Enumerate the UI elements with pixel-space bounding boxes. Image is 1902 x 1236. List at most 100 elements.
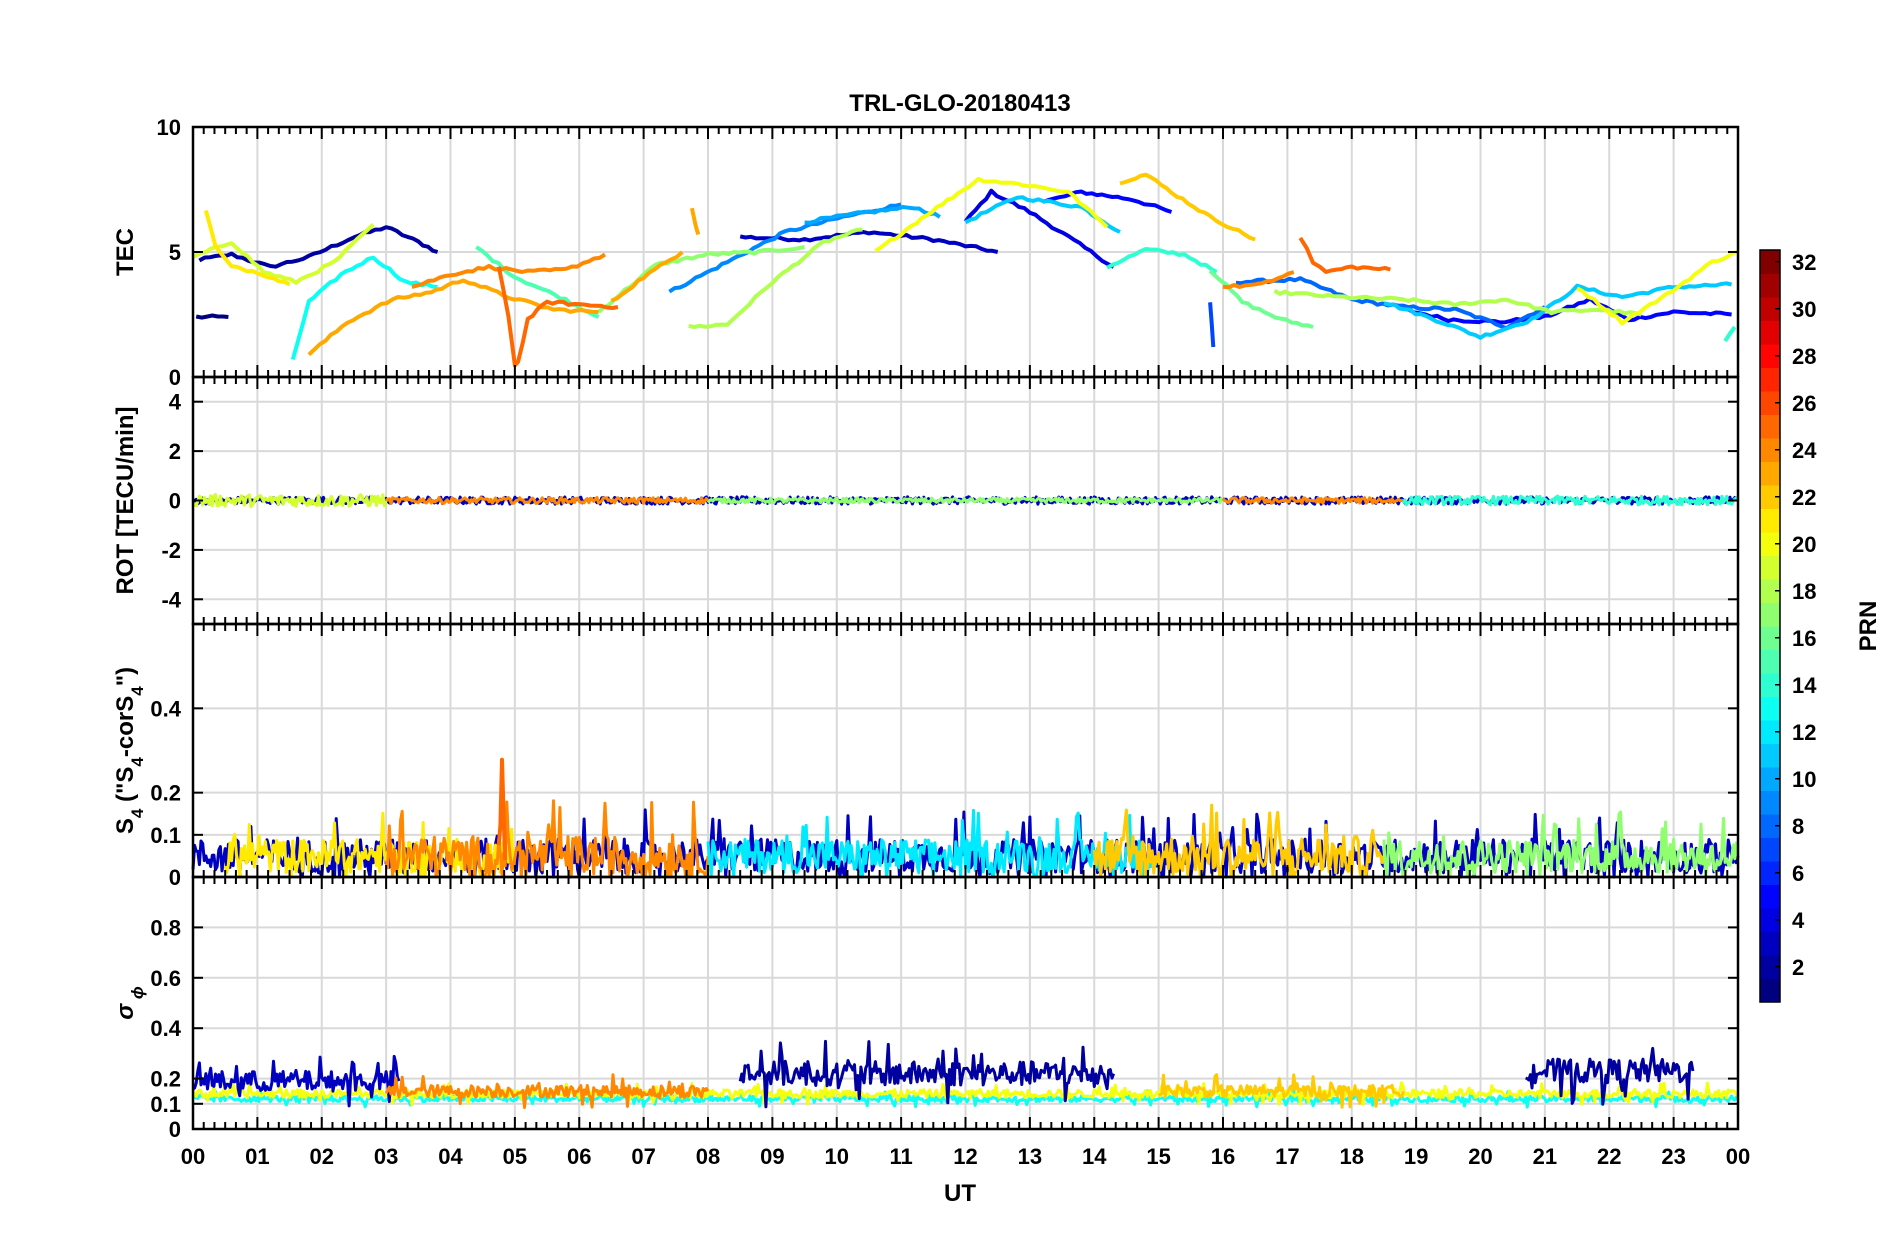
data-series-prn-19 (192, 223, 375, 285)
y-tick-label: 2 (169, 439, 181, 464)
colorbar-segment (1760, 908, 1780, 932)
x-tick-label: 11 (889, 1144, 912, 1169)
colorbar-segment (1760, 579, 1780, 603)
data-series-prn-23 (610, 250, 684, 303)
x-tick-label: 00 (1726, 1144, 1750, 1169)
data-series-prn-2 (738, 1039, 1116, 1109)
data-series-prn-17 (706, 496, 1225, 505)
colorbar-tick-label: 12 (1792, 720, 1816, 745)
data-series-prn-14 (1723, 325, 1737, 343)
panel-sigma_phi-series (191, 1039, 1740, 1109)
data-series-prn-15 (475, 245, 600, 319)
y-tick-label: 0.1 (150, 1092, 181, 1117)
panel-sigma_phi-ylabel: σ ϕ (112, 986, 147, 1020)
data-series-prn-13 (290, 255, 438, 361)
colorbar-segment (1760, 532, 1780, 556)
colorbar-segment (1760, 767, 1780, 791)
data-series-prn-4 (963, 188, 1115, 269)
y-tick-label: 0.6 (150, 966, 181, 991)
data-series-prn-22 (1119, 172, 1256, 242)
colorbar-frame (1759, 249, 1781, 1003)
data-series-prn-18 (688, 227, 863, 330)
colorbar-segment (1760, 814, 1780, 838)
colorbar-segment (1760, 720, 1780, 744)
colorbar-tick-label: 30 (1792, 297, 1816, 322)
x-tick-label: 20 (1468, 1144, 1492, 1169)
colorbar-segment (1760, 485, 1780, 509)
data-series-prn-20 (1576, 250, 1739, 326)
y-tick-label: 5 (169, 240, 181, 265)
panel-s4-ylabel: S4 ("S4-corS4") (112, 667, 147, 834)
colorbar-segment (1760, 344, 1780, 368)
y-tick-label: 0 (169, 489, 181, 514)
colorbar-label: PRN (1855, 601, 1882, 652)
x-tick-label: 06 (567, 1144, 591, 1169)
x-tick-label: 23 (1661, 1144, 1685, 1169)
colorbar-segment (1760, 438, 1780, 462)
data-series-prn-17 (1382, 810, 1740, 879)
data-series-prn-22 (1092, 803, 1386, 879)
x-tick-label: 00 (181, 1144, 205, 1169)
panel-s4-ticks: 0 0.1 0.2 0.4 (150, 624, 1739, 890)
colorbar-segment (1760, 320, 1780, 345)
colorbar-tick-label: 18 (1792, 579, 1816, 604)
x-tick-label: 14 (1082, 1144, 1107, 1169)
x-tick-label: 05 (503, 1144, 527, 1169)
data-series-prn-13 (192, 1089, 1740, 1109)
colorbar-tick-label: 24 (1792, 438, 1817, 463)
data-series-prn-2 (1525, 1046, 1695, 1106)
y-tick-label: 0.1 (150, 823, 181, 848)
x-tick-label: 01 (245, 1144, 269, 1169)
x-tick-label: 04 (438, 1144, 463, 1169)
x-tick-label: 16 (1211, 1144, 1235, 1169)
x-tick-label: 02 (310, 1144, 334, 1169)
colorbar-segment (1760, 461, 1780, 486)
colorbar-segment (1760, 250, 1780, 274)
x-tick-label: 09 (760, 1144, 784, 1169)
data-series-prn-24 (385, 496, 710, 505)
x-tick-label: 10 (825, 1144, 849, 1169)
y-tick-label: 10 (157, 115, 181, 140)
colorbar-segment (1760, 391, 1780, 415)
colorbar-segment (1760, 884, 1780, 909)
data-series-prn-23 (307, 278, 599, 357)
y-tick-label: 0.2 (150, 1067, 181, 1092)
x-tick-label: 21 (1533, 1144, 1557, 1169)
colorbar-segment (1760, 297, 1780, 321)
data-series-prn-22 (1157, 1073, 1405, 1109)
colorbar-segment (1760, 508, 1780, 533)
panel-sigma_phi: 00.10.2 0.4 0.6 0.8 σ ϕ (112, 875, 1740, 1142)
panel-rot-ticks: -4 -2 0 2 4 (161, 377, 1739, 624)
data-series-prn-23 (689, 207, 701, 236)
data-series-prn-25 (496, 757, 508, 861)
colorbar-segment (1760, 673, 1780, 697)
colorbar-segment (1760, 626, 1780, 650)
x-tick-label: 12 (953, 1144, 977, 1169)
colorbar-tick-label: 14 (1792, 673, 1817, 698)
colorbar-segment (1760, 790, 1780, 815)
colorbar-segment (1760, 931, 1780, 956)
colorbar-tick-label: 6 (1792, 861, 1804, 886)
data-series-prn-24 (1221, 496, 1404, 505)
panel-s4: 0 0.1 0.2 0.4S4 ("S4-corS4") (112, 622, 1740, 890)
colorbar-tick-label: 28 (1792, 344, 1816, 369)
colorbar-segment (1760, 555, 1780, 580)
y-tick-label: 4 (169, 390, 182, 415)
panel-tec-ylabel: TEC (112, 228, 139, 276)
data-series-prn-19 (191, 493, 388, 509)
colorbar-segment (1760, 743, 1780, 768)
data-series-prn-14 (1106, 247, 1218, 274)
data-series-prn-1 (195, 313, 229, 320)
data-series-prn-7 (1208, 302, 1216, 348)
data-series-prn-3 (192, 1054, 401, 1108)
data-series-prn-10 (804, 205, 941, 225)
data-series-prn-5 (1402, 296, 1732, 325)
data-series-prn-24 (411, 252, 607, 289)
x-tick-label: 18 (1340, 1144, 1364, 1169)
y-tick-label: 0 (169, 365, 181, 390)
colorbar-segment (1760, 696, 1780, 721)
x-tick-label: 15 (1146, 1144, 1170, 1169)
colorbar-segment (1760, 414, 1780, 439)
